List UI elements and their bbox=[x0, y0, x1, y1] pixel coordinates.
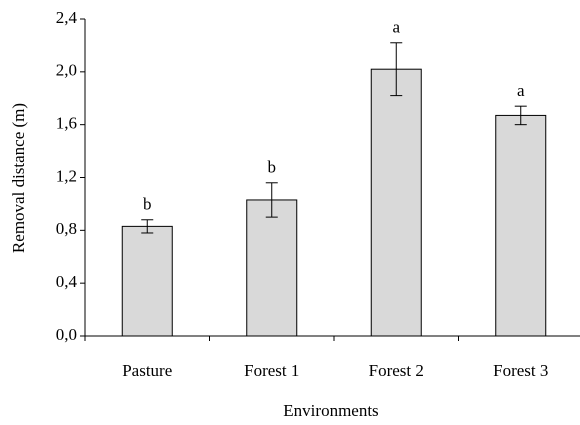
y-tick-label: 0,0 bbox=[56, 325, 77, 344]
x-tick-label: Forest 1 bbox=[244, 361, 299, 380]
y-tick-label: 2,4 bbox=[56, 8, 78, 27]
annotation: a bbox=[392, 18, 400, 37]
x-tick-label: Forest 2 bbox=[369, 361, 424, 380]
x-tick-label: Forest 3 bbox=[493, 361, 548, 380]
y-tick-label: 1,6 bbox=[56, 114, 77, 133]
y-tick-label: 0,4 bbox=[56, 272, 78, 291]
bar bbox=[495, 114, 547, 337]
x-tick-label: Pasture bbox=[122, 361, 172, 380]
y-axis-label: Removal distance (m) bbox=[9, 103, 28, 253]
annotation: b bbox=[268, 158, 277, 177]
bar bbox=[370, 68, 422, 337]
x-axis-label: Environments bbox=[283, 401, 378, 420]
bar bbox=[246, 199, 298, 337]
y-tick-label: 1,2 bbox=[56, 166, 77, 185]
y-tick-label: 2,0 bbox=[56, 61, 77, 80]
annotation: a bbox=[517, 81, 525, 100]
y-tick-label: 0,8 bbox=[56, 219, 77, 238]
annotation: b bbox=[143, 195, 152, 214]
bar bbox=[121, 225, 173, 337]
